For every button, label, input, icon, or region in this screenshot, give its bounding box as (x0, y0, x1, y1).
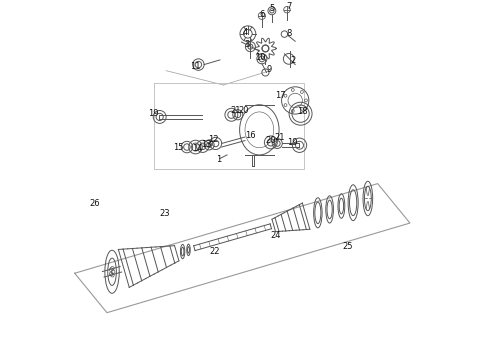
Text: 10: 10 (255, 53, 265, 62)
Text: 18: 18 (297, 107, 308, 116)
Text: 11: 11 (190, 62, 201, 71)
Text: 1: 1 (217, 155, 222, 164)
Text: 21: 21 (274, 133, 285, 142)
Text: 17: 17 (275, 91, 286, 100)
Text: 8: 8 (286, 29, 292, 38)
Text: 24: 24 (270, 231, 281, 240)
Text: 13: 13 (200, 140, 211, 149)
Text: 26: 26 (90, 199, 100, 208)
Text: 23: 23 (159, 208, 170, 217)
Text: 20: 20 (239, 106, 249, 115)
Text: 22: 22 (210, 247, 220, 256)
Text: 9: 9 (266, 65, 271, 74)
Text: 14: 14 (193, 144, 203, 153)
Text: 3: 3 (244, 40, 249, 49)
Text: 16: 16 (245, 131, 255, 140)
Text: 5: 5 (269, 4, 274, 13)
Text: 20: 20 (266, 136, 276, 145)
Text: 25: 25 (342, 242, 352, 251)
Text: 15: 15 (172, 143, 183, 152)
Text: 12: 12 (209, 135, 219, 144)
Text: 21: 21 (231, 106, 241, 115)
Text: 6: 6 (260, 10, 265, 19)
Text: 2: 2 (291, 57, 295, 66)
Text: 4: 4 (243, 28, 247, 37)
Text: 7: 7 (286, 2, 292, 11)
Text: 19: 19 (287, 138, 297, 147)
Text: 19: 19 (148, 109, 159, 118)
